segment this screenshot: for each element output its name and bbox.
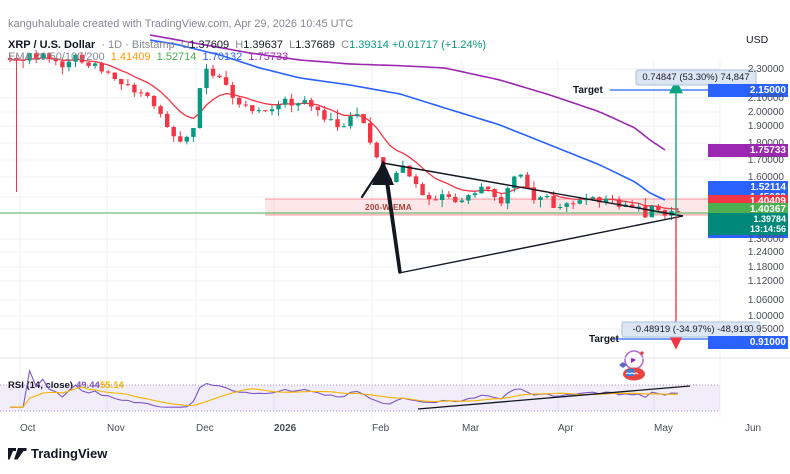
svg-text:Target: Target	[589, 334, 619, 345]
svg-text:55.14: 55.14	[100, 380, 124, 391]
svg-text:Target: Target	[573, 85, 603, 96]
